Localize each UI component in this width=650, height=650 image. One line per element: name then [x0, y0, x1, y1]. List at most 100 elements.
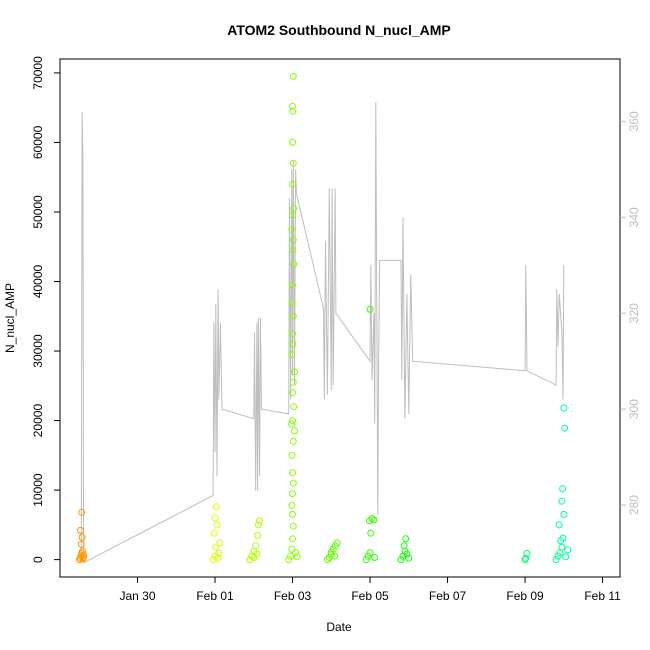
data-point [289, 312, 297, 320]
data-point [289, 236, 297, 244]
data-point [285, 556, 293, 564]
x-tick-label: Feb 01 [196, 589, 234, 603]
y-tick-label: 50000 [31, 195, 45, 229]
data-point [397, 556, 405, 564]
data-point [562, 553, 570, 561]
x-tick-label: Feb 09 [506, 589, 544, 603]
data-point [289, 535, 296, 543]
data-point [77, 540, 85, 548]
data-point [79, 555, 87, 563]
data-point [252, 542, 260, 550]
data-point [522, 554, 530, 562]
data-point [289, 469, 296, 477]
data-point [288, 225, 296, 233]
data-point [289, 180, 296, 188]
data-point [254, 521, 262, 529]
scatter-points [75, 72, 572, 564]
data-point [523, 549, 531, 557]
data-point [289, 246, 296, 254]
data-point [366, 305, 374, 313]
right-tick-label: 320 [627, 303, 641, 323]
data-point [288, 545, 296, 553]
data-point [366, 549, 374, 557]
data-point [289, 510, 296, 518]
data-point [558, 497, 566, 505]
data-point [288, 501, 296, 509]
data-point [289, 102, 296, 110]
right-tick-label: 300 [627, 399, 641, 419]
data-point [288, 351, 296, 358]
data-point [209, 556, 217, 564]
data-point [215, 549, 223, 557]
data-point [289, 211, 296, 219]
data-point [290, 403, 298, 411]
data-point [561, 424, 569, 432]
data-point [559, 534, 567, 542]
data-point [290, 205, 298, 212]
data-point [291, 427, 298, 435]
data-point [293, 553, 301, 561]
data-point [212, 503, 220, 511]
data-point [560, 510, 568, 518]
data-point [212, 543, 220, 551]
x-tick-label: Feb 11 [584, 589, 621, 603]
data-point [323, 556, 331, 564]
data-point [289, 107, 297, 115]
y-tick-label: 60000 [31, 125, 45, 159]
data-point [288, 451, 296, 459]
data-point [405, 554, 413, 562]
data-point [78, 533, 86, 541]
x-axis-label: Date [326, 620, 352, 634]
right-series-line [80, 102, 565, 564]
data-point [333, 539, 341, 547]
x-tick-label: Jan 30 [119, 589, 155, 603]
right-axis: 280 300 320 340 360 [620, 111, 641, 515]
left-axis: 0 10000 20000 30000 40000 50000 60000 70000 [31, 56, 60, 563]
data-point [77, 526, 84, 534]
y-tick-label: 0 [31, 556, 45, 563]
y-tick-label: 20000 [31, 404, 45, 438]
data-point [558, 543, 566, 551]
data-point [289, 72, 297, 80]
data-point [213, 521, 221, 529]
right-axis-series-line [80, 102, 565, 564]
data-point [554, 552, 562, 560]
x-tick-label: Feb 05 [351, 589, 389, 603]
data-point [564, 546, 572, 554]
data-point [399, 552, 407, 560]
y-tick-label: 40000 [31, 264, 45, 298]
data-point [289, 330, 296, 338]
x-axis: Jan 30 Feb 01 Feb 03 Feb 05 Feb 07 Feb 09 Feb … [119, 577, 621, 603]
data-point [288, 420, 296, 428]
data-point [289, 138, 296, 146]
data-point [289, 159, 297, 167]
data-point [371, 554, 379, 561]
y-tick-label: 10000 [31, 473, 45, 507]
data-point [78, 508, 86, 516]
y-tick-label: 70000 [31, 56, 45, 90]
y-axis-label: N_nucl_AMP [3, 283, 17, 353]
right-tick-label: 360 [627, 111, 641, 131]
data-point [214, 554, 222, 562]
data-point [367, 529, 375, 537]
data-point [289, 417, 296, 425]
data-point [402, 535, 410, 543]
data-point [370, 516, 378, 524]
data-point [287, 552, 295, 560]
data-point [246, 556, 254, 564]
right-tick-label: 340 [627, 207, 641, 227]
data-point [289, 522, 297, 530]
data-point [288, 298, 296, 306]
data-point [559, 485, 567, 493]
y-tick-label: 30000 [31, 334, 45, 368]
chart-title: ATOM2 Southbound N_nucl_AMP [227, 22, 450, 38]
data-point [555, 521, 563, 529]
right-tick-label: 280 [627, 495, 641, 515]
data-point [362, 556, 370, 564]
data-point [254, 531, 262, 539]
data-point [75, 556, 83, 564]
data-point [368, 515, 376, 523]
data-point [289, 340, 297, 348]
data-point [290, 260, 298, 268]
data-point [289, 479, 297, 487]
